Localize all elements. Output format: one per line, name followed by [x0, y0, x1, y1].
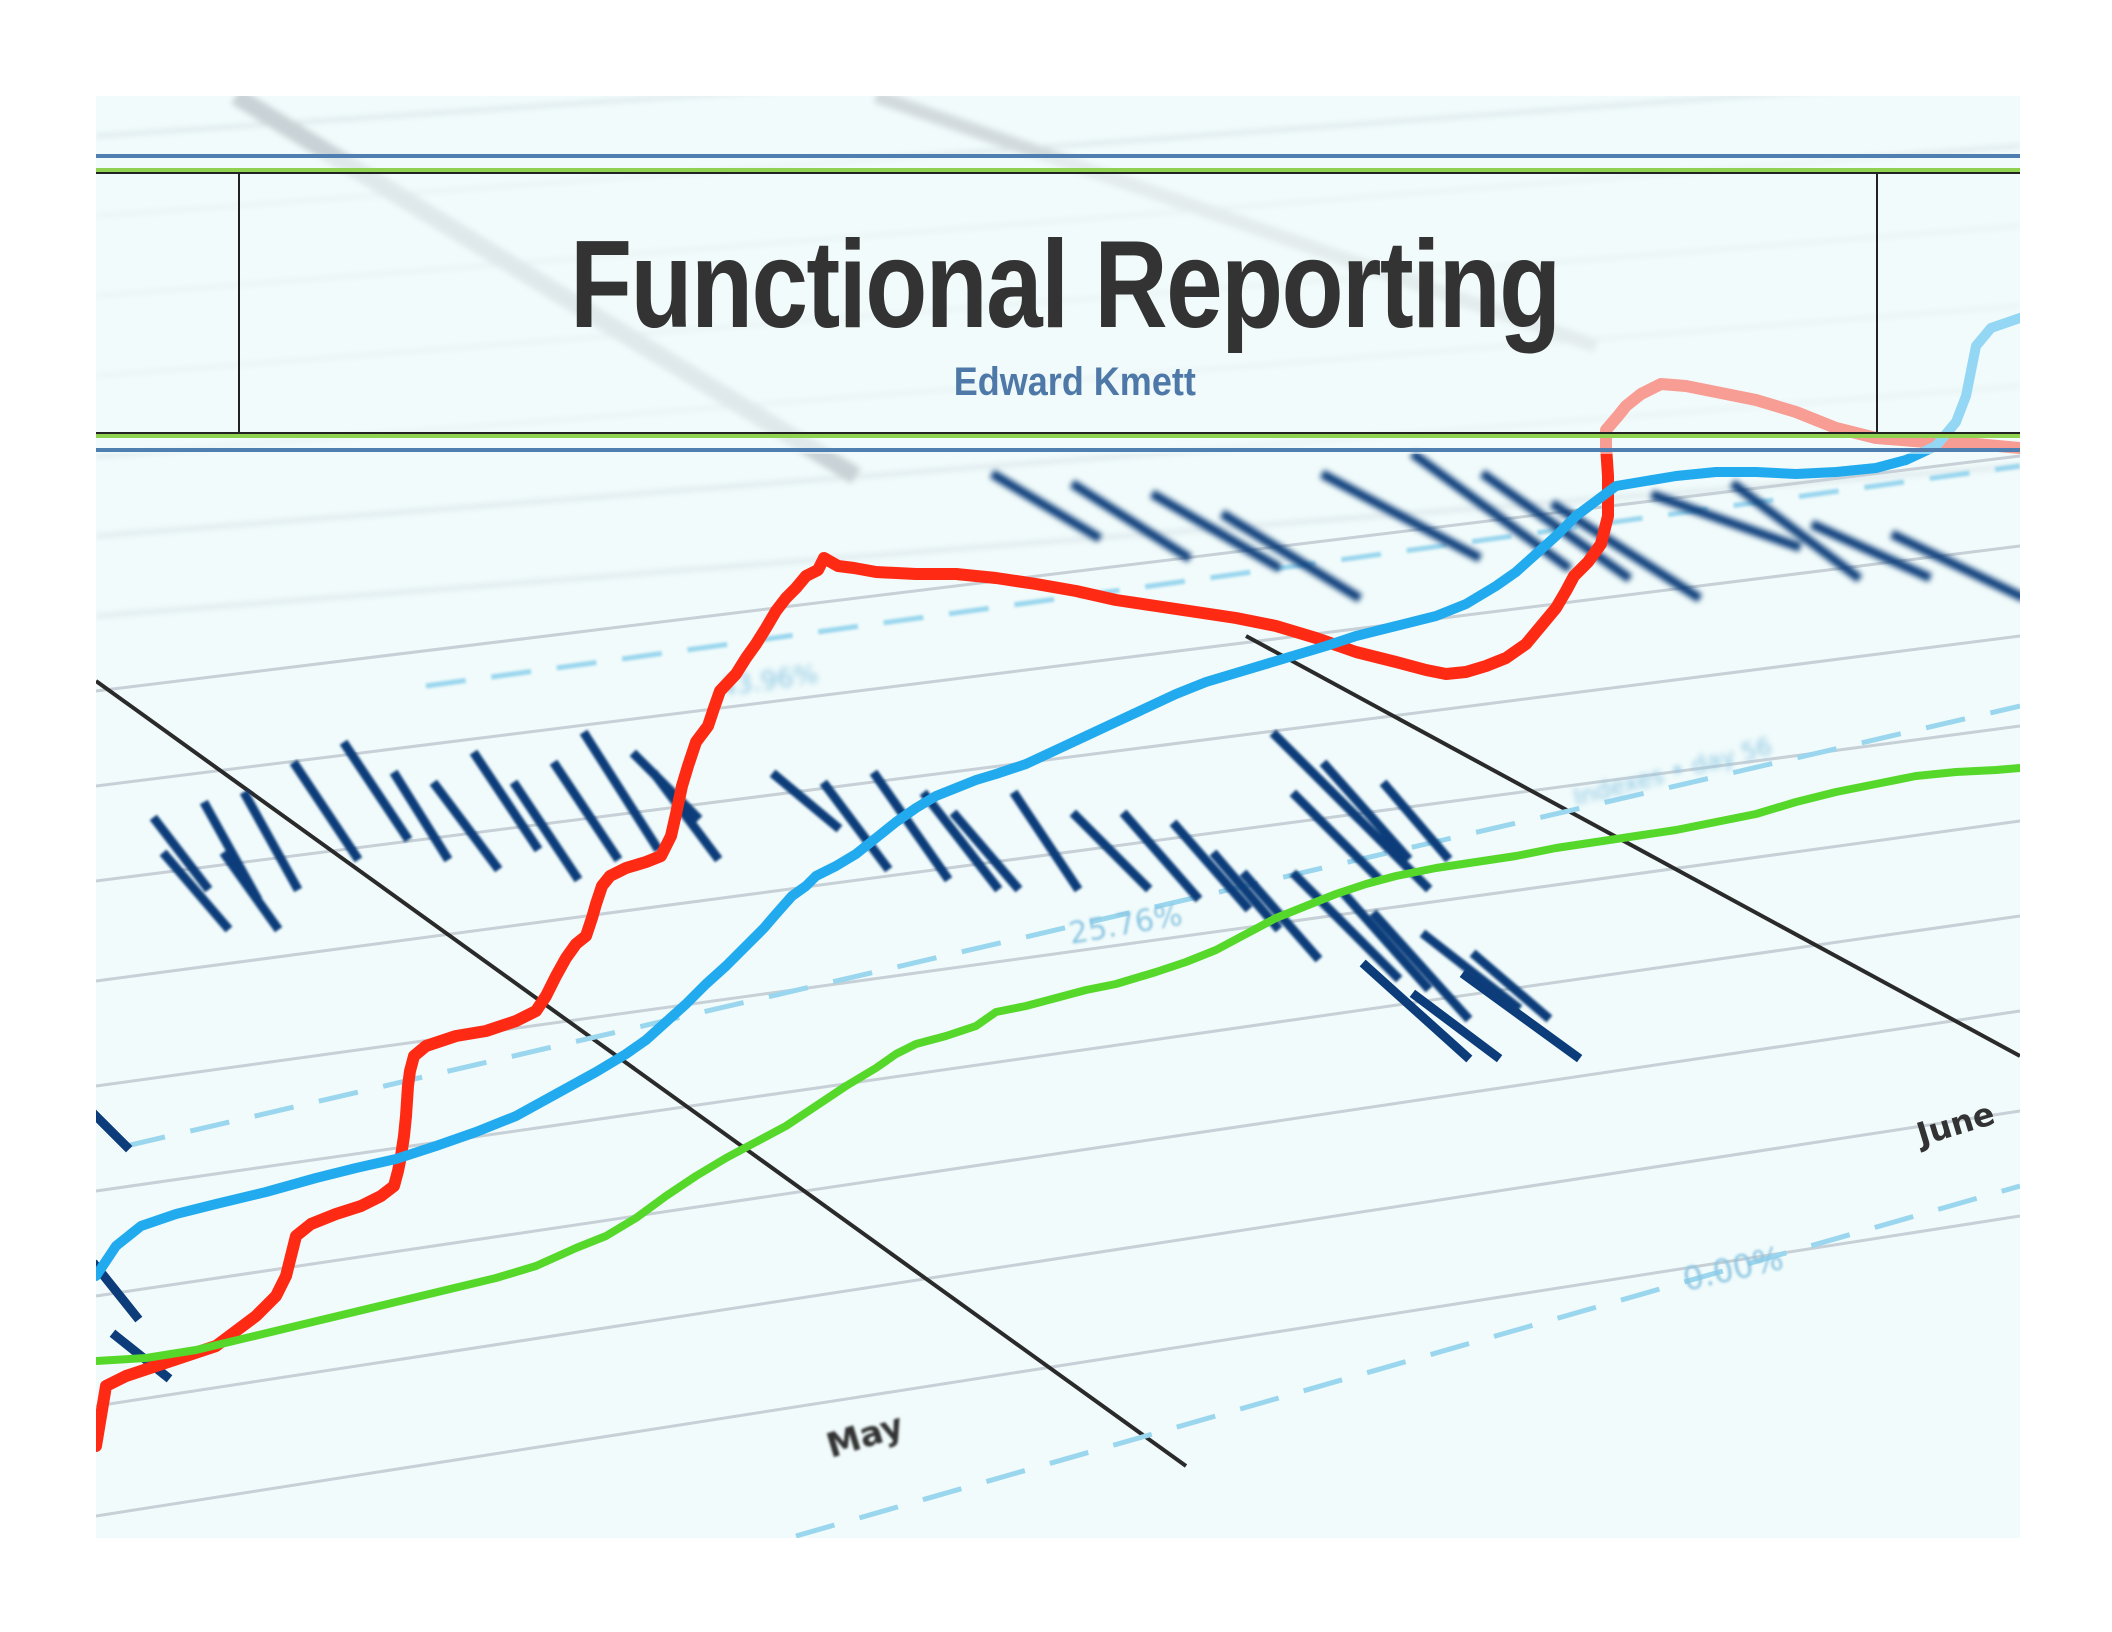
dashed-reference-lines: [125, 463, 2020, 1538]
left-frame-line: [238, 174, 240, 432]
month-dividers: [96, 634, 2020, 1468]
pct-low-label: 0.00%: [1679, 1239, 1787, 1299]
month-may-label: May: [822, 1406, 908, 1467]
slide-author: Edward Kmett: [953, 360, 1196, 404]
title-band: [96, 154, 2020, 454]
gridlines: [96, 454, 2020, 1518]
top-black-rule: [96, 172, 2020, 174]
red-series-line: [96, 378, 2020, 1452]
ohlc-bars-near: [96, 959, 1583, 1383]
green-series-line: [96, 764, 2020, 1365]
month-june-label: June: [1910, 1094, 1999, 1154]
slide: 43.96% 25.76% 0.00% Indexes • day 56 May…: [96, 96, 2020, 1538]
blue-series-line: [96, 313, 2020, 1281]
bottom-blue-rule: [96, 448, 2020, 452]
right-frame-line: [1876, 174, 1878, 432]
month-labels: May June: [822, 1094, 1999, 1466]
bottom-green-rule: [96, 434, 2020, 438]
top-blue-rule: [96, 154, 2020, 158]
ohlc-bars: [96, 449, 2020, 1383]
slide-title: Functional Reporting: [570, 216, 1561, 354]
bottom-black-rule: [96, 432, 2020, 434]
top-green-rule: [96, 168, 2020, 172]
